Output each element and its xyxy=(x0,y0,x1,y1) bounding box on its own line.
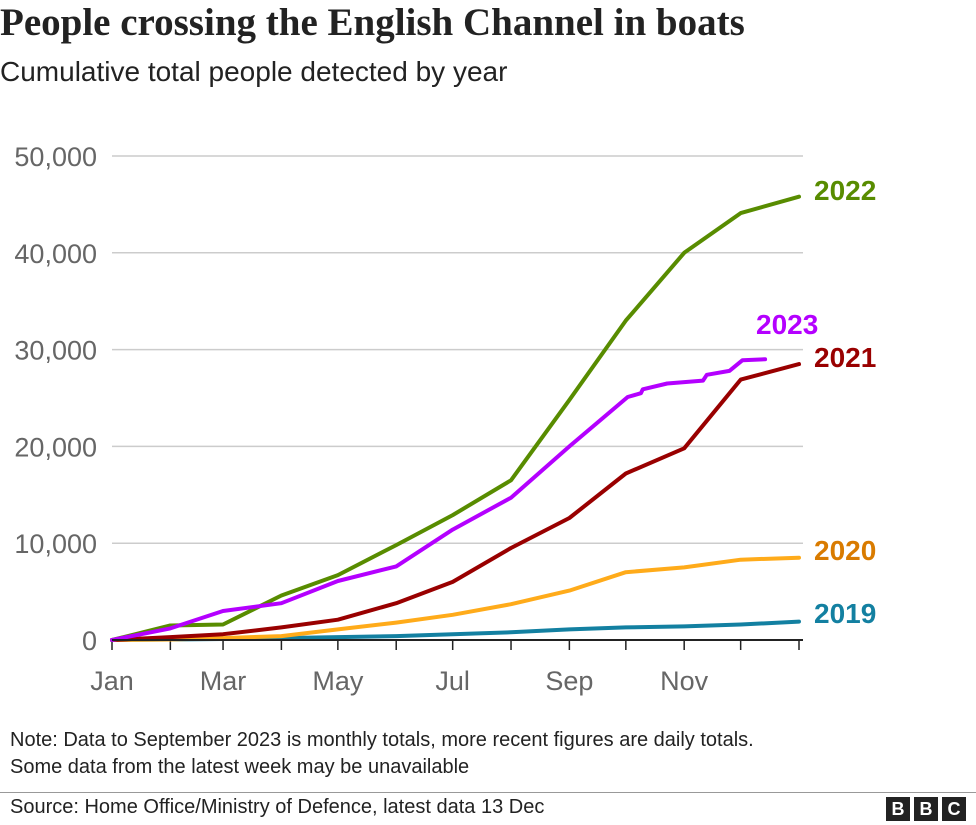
y-tick-label: 20,000 xyxy=(14,432,97,462)
chart-subtitle: Cumulative total people detected by year xyxy=(0,56,508,87)
chart-title: People crossing the English Channel in b… xyxy=(0,1,745,44)
series-label-2023: 2023 xyxy=(756,309,818,340)
x-tick-label: May xyxy=(312,666,364,696)
bbc-logo: B B C xyxy=(886,797,966,821)
series-line-2023 xyxy=(110,357,768,642)
x-tick-label: Nov xyxy=(660,666,709,696)
x-tick-label: Mar xyxy=(200,666,247,696)
y-tick-label: 40,000 xyxy=(14,239,97,269)
chart-note: Note: Data to September 2023 is monthly … xyxy=(10,727,754,781)
series-label-2022: 2022 xyxy=(814,175,876,206)
series-label-2021: 2021 xyxy=(814,342,876,373)
x-tick-label: Jan xyxy=(90,666,134,696)
note-line: Some data from the latest week may be un… xyxy=(10,756,470,778)
y-tick-label: 30,000 xyxy=(14,336,97,366)
logo-letter: B xyxy=(886,797,910,821)
x-tick-label: Jul xyxy=(435,666,470,696)
series-line-2020 xyxy=(110,555,801,642)
y-tick-label: 0 xyxy=(82,626,97,656)
logo-letter: C xyxy=(942,797,966,821)
source-text: Source: Home Office/Ministry of Defence,… xyxy=(10,796,545,818)
note-line: Note: Data to September 2023 is monthly … xyxy=(10,729,754,751)
footer-divider xyxy=(0,792,976,793)
series-label-2020: 2020 xyxy=(814,535,876,566)
logo-letter: B xyxy=(914,797,938,821)
y-tick-label: 10,000 xyxy=(14,529,97,559)
series-line-2021 xyxy=(110,362,801,642)
series-label-2019: 2019 xyxy=(814,598,876,629)
x-tick-label: Sep xyxy=(545,666,593,696)
y-tick-label: 50,000 xyxy=(14,142,97,172)
series-line-2022 xyxy=(110,194,801,642)
